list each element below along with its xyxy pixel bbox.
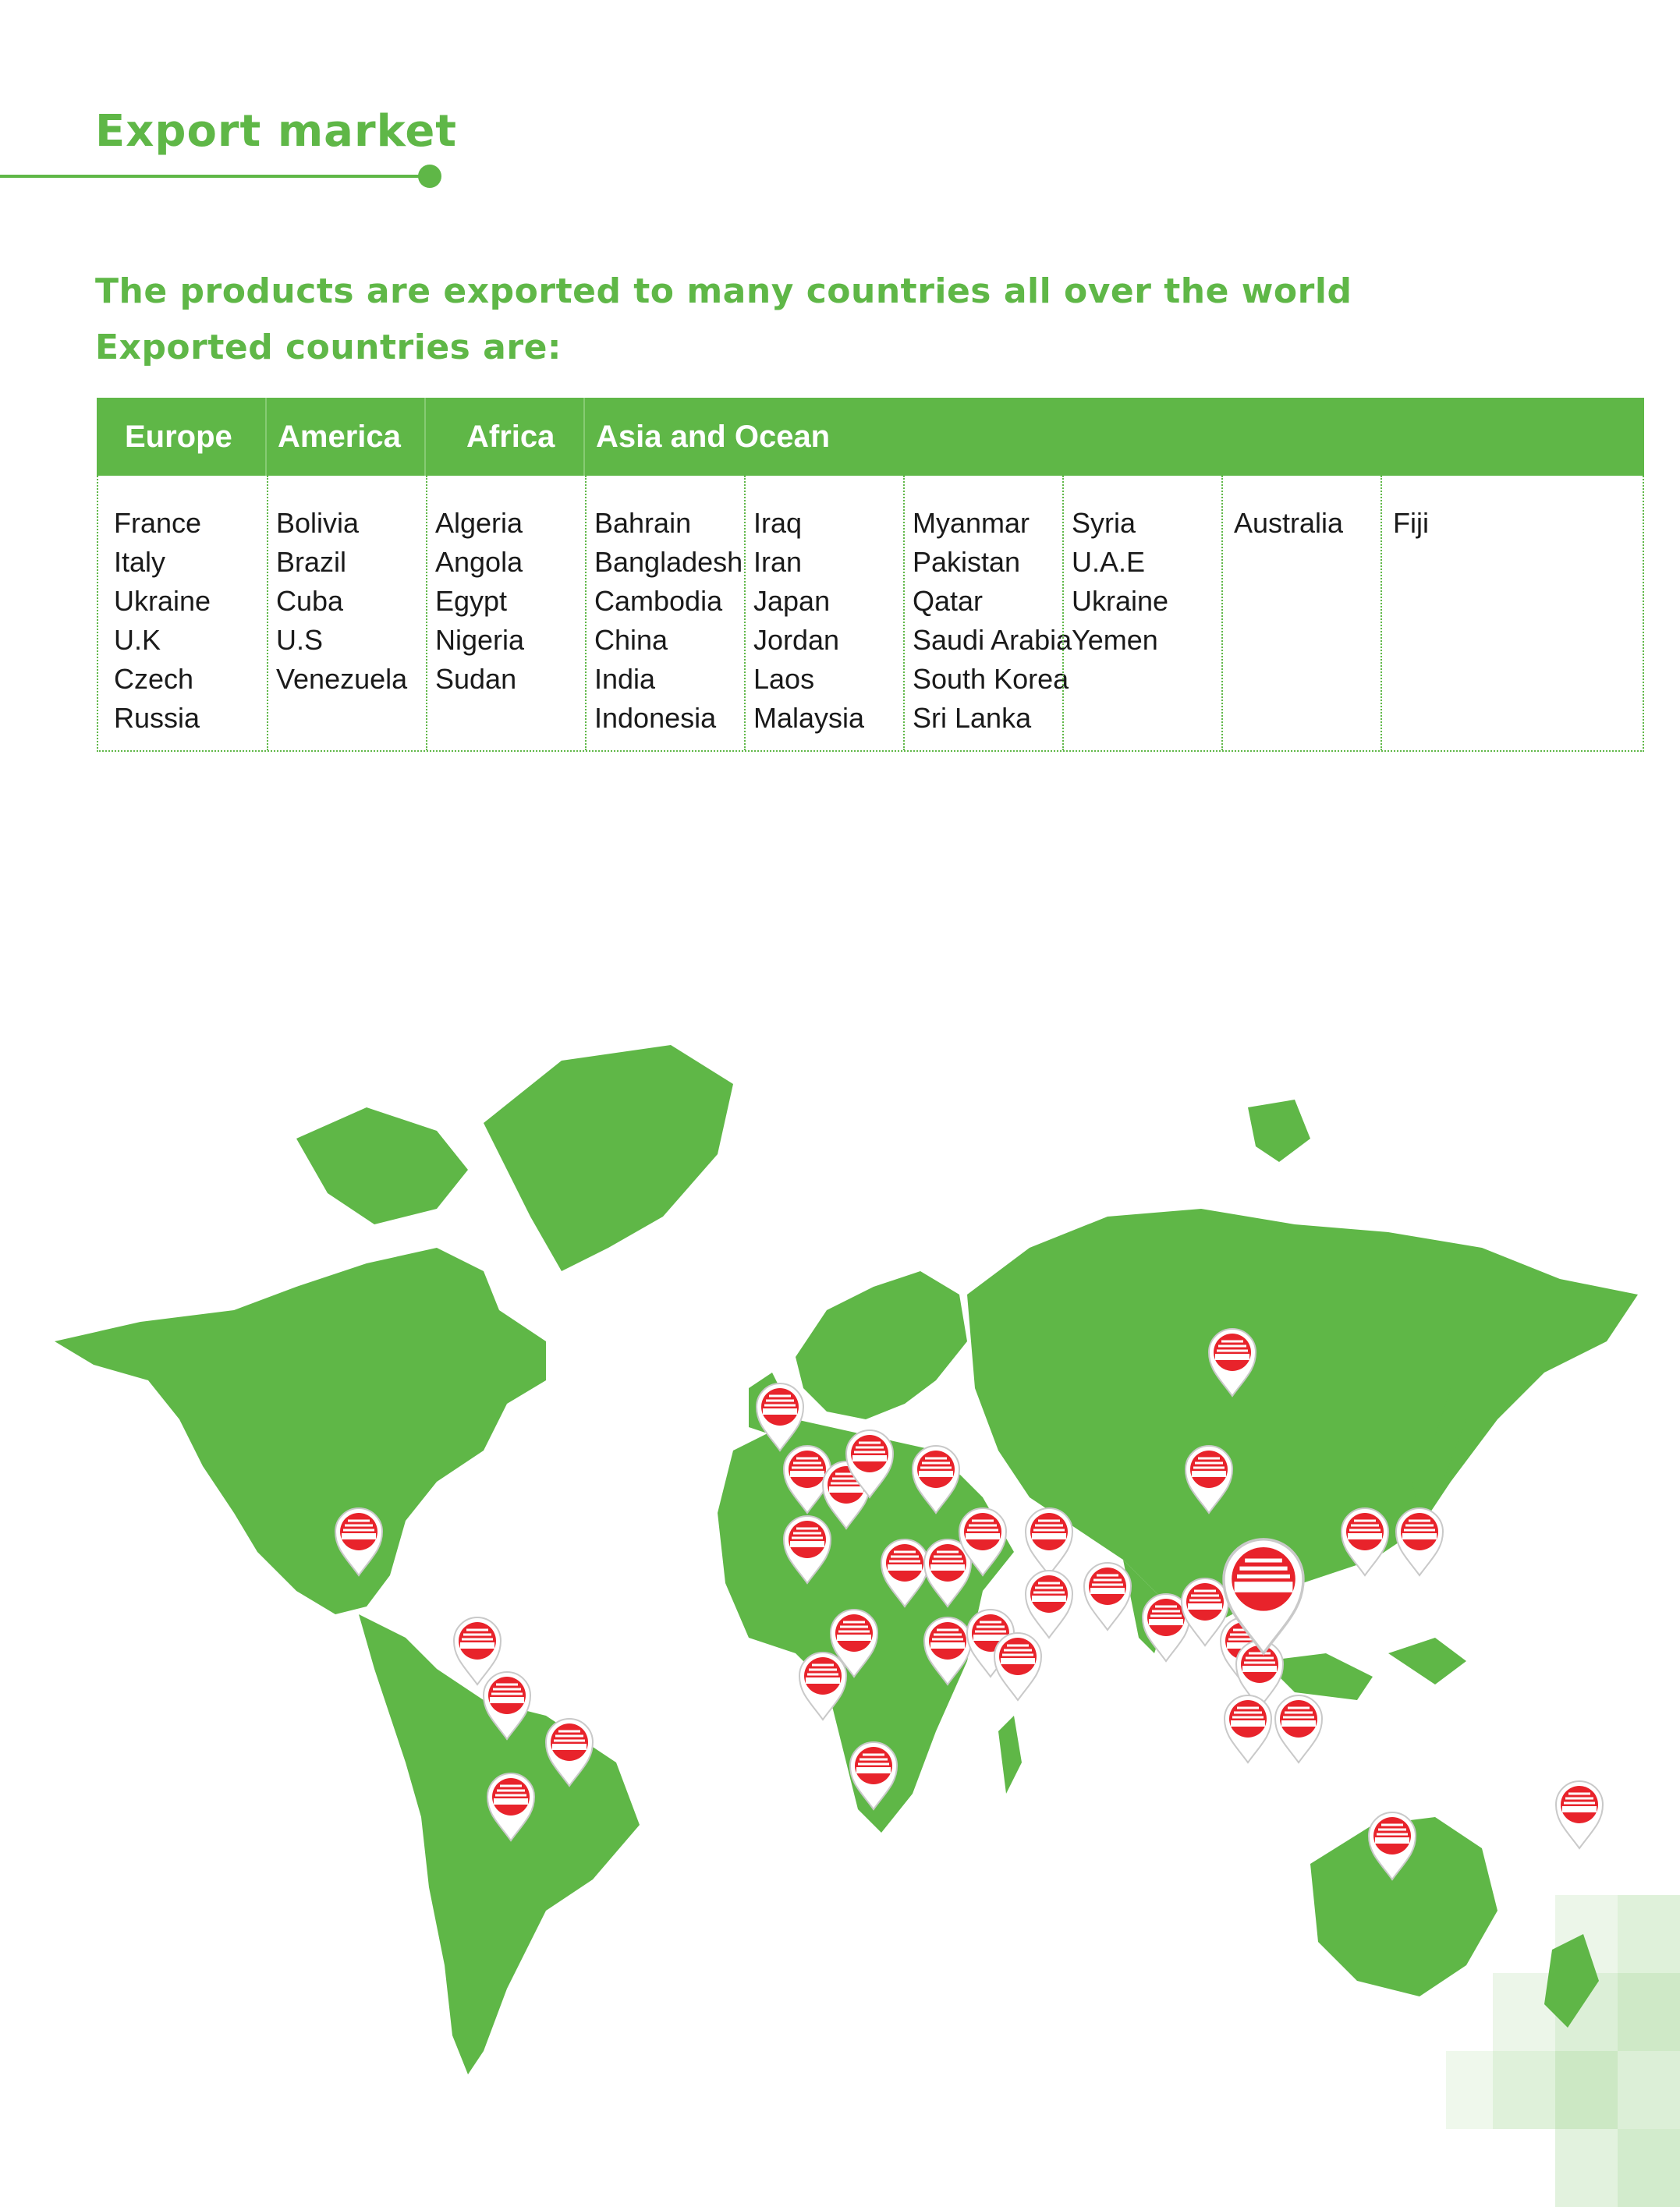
country-cell: Cuba <box>276 585 344 617</box>
country-cell: Angola <box>435 546 523 578</box>
country-cell: Italy <box>114 546 166 578</box>
sunburst-pin-icon <box>1223 1694 1273 1764</box>
country-cell: Sudan <box>435 663 517 695</box>
country-cell: Ukraine <box>1072 585 1169 617</box>
country-cell: China <box>594 624 668 656</box>
country-cell: South Korea <box>913 663 1069 695</box>
header-divider <box>265 398 267 476</box>
country-cell: Bahrain <box>594 507 692 539</box>
country-cell: Australia <box>1234 507 1344 539</box>
country-cell: France <box>114 507 202 539</box>
country-list: Algeria Angola Egypt Nigeria Sudan <box>435 504 524 699</box>
column-ocean-1: Australia <box>1221 476 1381 750</box>
intro-line-2: Exported countries are: <box>95 328 562 367</box>
column-asia-2: Iraq Iran Japan Jordan Laos Malaysia <box>744 476 903 750</box>
country-list: Myanmar Pakistan Qatar Saudi Arabia Sout… <box>913 504 1072 738</box>
page-title: Export market <box>95 106 458 157</box>
sunburst-pin-icon <box>1024 1507 1074 1577</box>
country-cell: Laos <box>753 663 815 695</box>
country-cell: India <box>594 663 656 695</box>
sunburst-pin-icon <box>1083 1561 1132 1631</box>
column-asia-4: Syria U.A.E Ukraine Yemen <box>1062 476 1221 750</box>
intro-line-1: The products are exported to many countr… <box>95 271 1352 311</box>
table-body: France Italy Ukraine U.K Czech Russia Bo… <box>97 476 1644 752</box>
sunburst-pin-icon <box>1024 1569 1074 1639</box>
country-cell: Iraq <box>753 507 803 539</box>
country-cell: Yemen <box>1072 624 1158 656</box>
country-list: Syria U.A.E Ukraine Yemen <box>1072 504 1168 660</box>
country-list: Bolivia Brazil Cuba U.S Venezuela <box>276 504 407 699</box>
country-cell: Nigeria <box>435 624 525 656</box>
header-divider <box>424 398 426 476</box>
column-america: Bolivia Brazil Cuba U.S Venezuela <box>267 476 426 750</box>
sunburst-pin-icon <box>1274 1694 1324 1764</box>
landmass <box>55 1045 1638 2074</box>
country-cell: Bangladesh <box>594 546 743 578</box>
title-underline <box>0 175 421 178</box>
country-cell: Iran <box>753 546 803 578</box>
country-cell: Myanmar <box>913 507 1030 539</box>
country-cell: U.S <box>276 624 324 656</box>
header-america: America <box>278 420 401 454</box>
country-cell: Czech <box>114 663 194 695</box>
country-cell: Venezuela <box>276 663 408 695</box>
country-list: France Italy Ukraine U.K Czech Russia <box>114 504 211 738</box>
country-cell: Egypt <box>435 585 508 617</box>
sunburst-pin-icon <box>993 1631 1043 1702</box>
decorative-tiles <box>1446 1895 1680 2207</box>
country-cell: Bolivia <box>276 507 360 539</box>
header-europe: Europe <box>125 420 232 454</box>
world-map <box>55 1045 1638 2074</box>
country-cell: Pakistan <box>913 546 1021 578</box>
country-cell: Qatar <box>913 585 984 617</box>
country-cell: Fiji <box>1393 507 1429 539</box>
country-cell: Syria <box>1072 507 1136 539</box>
country-cell: Jordan <box>753 624 840 656</box>
country-cell: Ukraine <box>114 585 211 617</box>
column-asia-1: Bahrain Bangladesh Cambodia China India … <box>585 476 744 750</box>
country-list: Australia <box>1234 504 1343 543</box>
country-cell: Malaysia <box>753 702 865 734</box>
country-cell: Brazil <box>276 546 347 578</box>
country-cell: Indonesia <box>594 702 717 734</box>
header-africa: Africa <box>466 420 555 454</box>
header-divider <box>583 398 585 476</box>
title-underline-dot <box>418 165 441 188</box>
country-cell: Saudi Arabia <box>913 624 1072 656</box>
country-cell: Japan <box>753 585 831 617</box>
sunburst-pin-icon <box>452 1616 502 1686</box>
country-list: Bahrain Bangladesh Cambodia China India … <box>594 504 743 738</box>
column-europe: France Italy Ukraine U.K Czech Russia <box>98 476 267 750</box>
country-cell: Russia <box>114 702 200 734</box>
header-asia-ocean: Asia and Ocean <box>596 420 831 454</box>
export-countries-table: Europe America Africa Asia and Ocean Fra… <box>97 398 1644 753</box>
country-cell: Cambodia <box>594 585 723 617</box>
column-asia-3: Myanmar Pakistan Qatar Saudi Arabia Sout… <box>903 476 1072 750</box>
column-ocean-2: Fiji <box>1381 476 1644 750</box>
country-cell: U.A.E <box>1072 546 1146 578</box>
country-cell: U.K <box>114 624 161 656</box>
country-list: Fiji <box>1393 504 1429 543</box>
table-header: Europe America Africa Asia and Ocean <box>97 398 1644 476</box>
country-cell: Algeria <box>435 507 523 539</box>
sunburst-pin-icon <box>1395 1507 1444 1577</box>
country-cell: Sri Lanka <box>913 702 1032 734</box>
column-africa: Algeria Angola Egypt Nigeria Sudan <box>426 476 585 750</box>
country-list: Iraq Iran Japan Jordan Laos Malaysia <box>753 504 864 738</box>
sunburst-pin-icon <box>1554 1780 1604 1850</box>
